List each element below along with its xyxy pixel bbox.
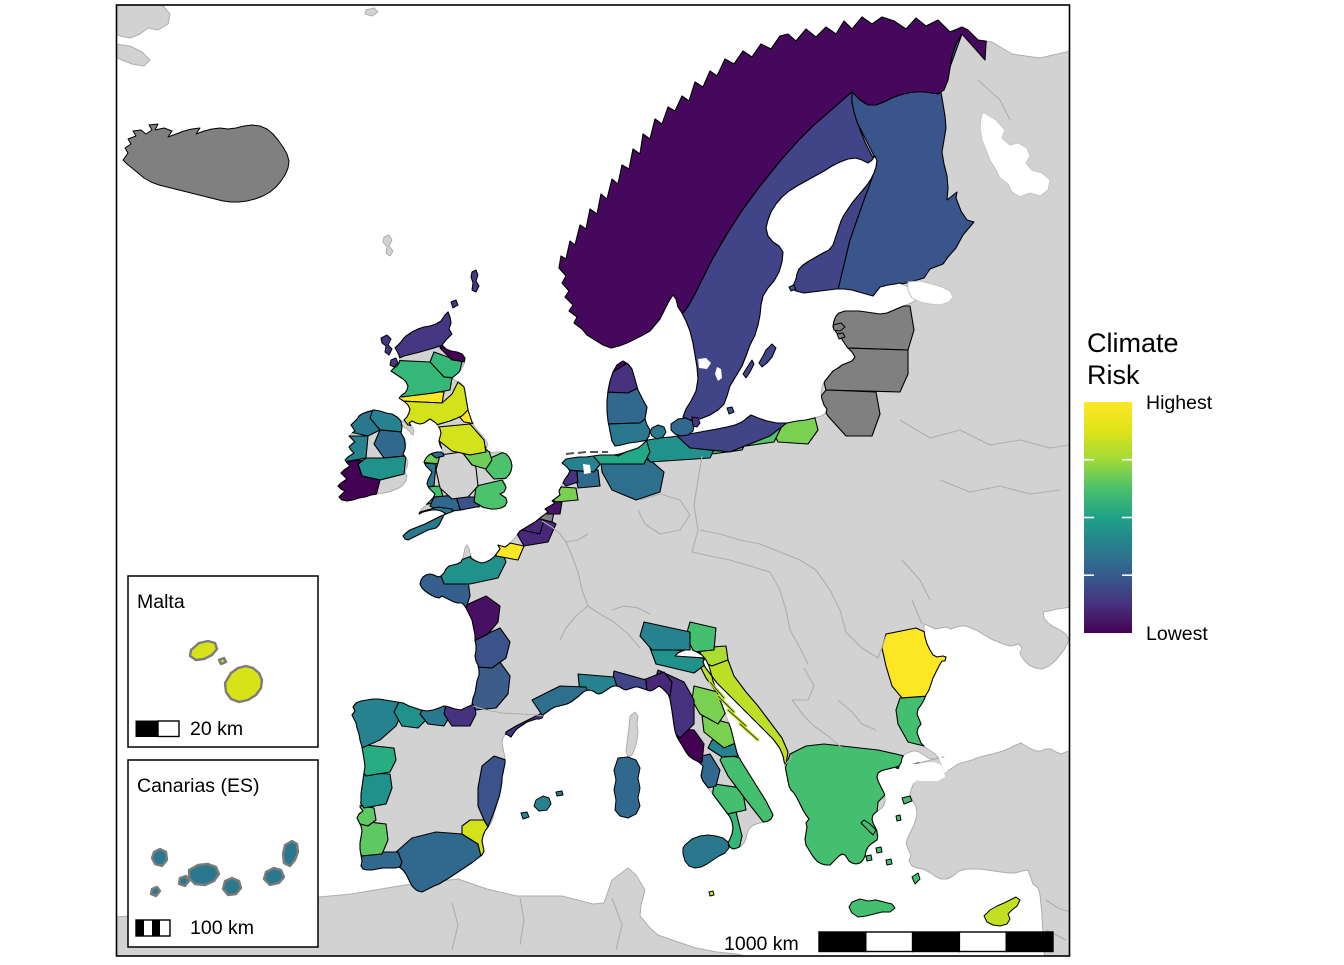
svg-text:1000 km: 1000 km (724, 933, 799, 955)
svg-text:Highest: Highest (1146, 392, 1213, 414)
svg-text:Climate: Climate (1087, 328, 1179, 358)
svg-text:20 km: 20 km (190, 718, 243, 740)
svg-text:Lowest: Lowest (1146, 623, 1208, 645)
svg-text:Risk: Risk (1087, 360, 1140, 390)
svg-text:Malta: Malta (137, 591, 185, 613)
svg-text:Canarias (ES): Canarias (ES) (137, 775, 259, 797)
svg-text:100 km: 100 km (190, 917, 254, 939)
